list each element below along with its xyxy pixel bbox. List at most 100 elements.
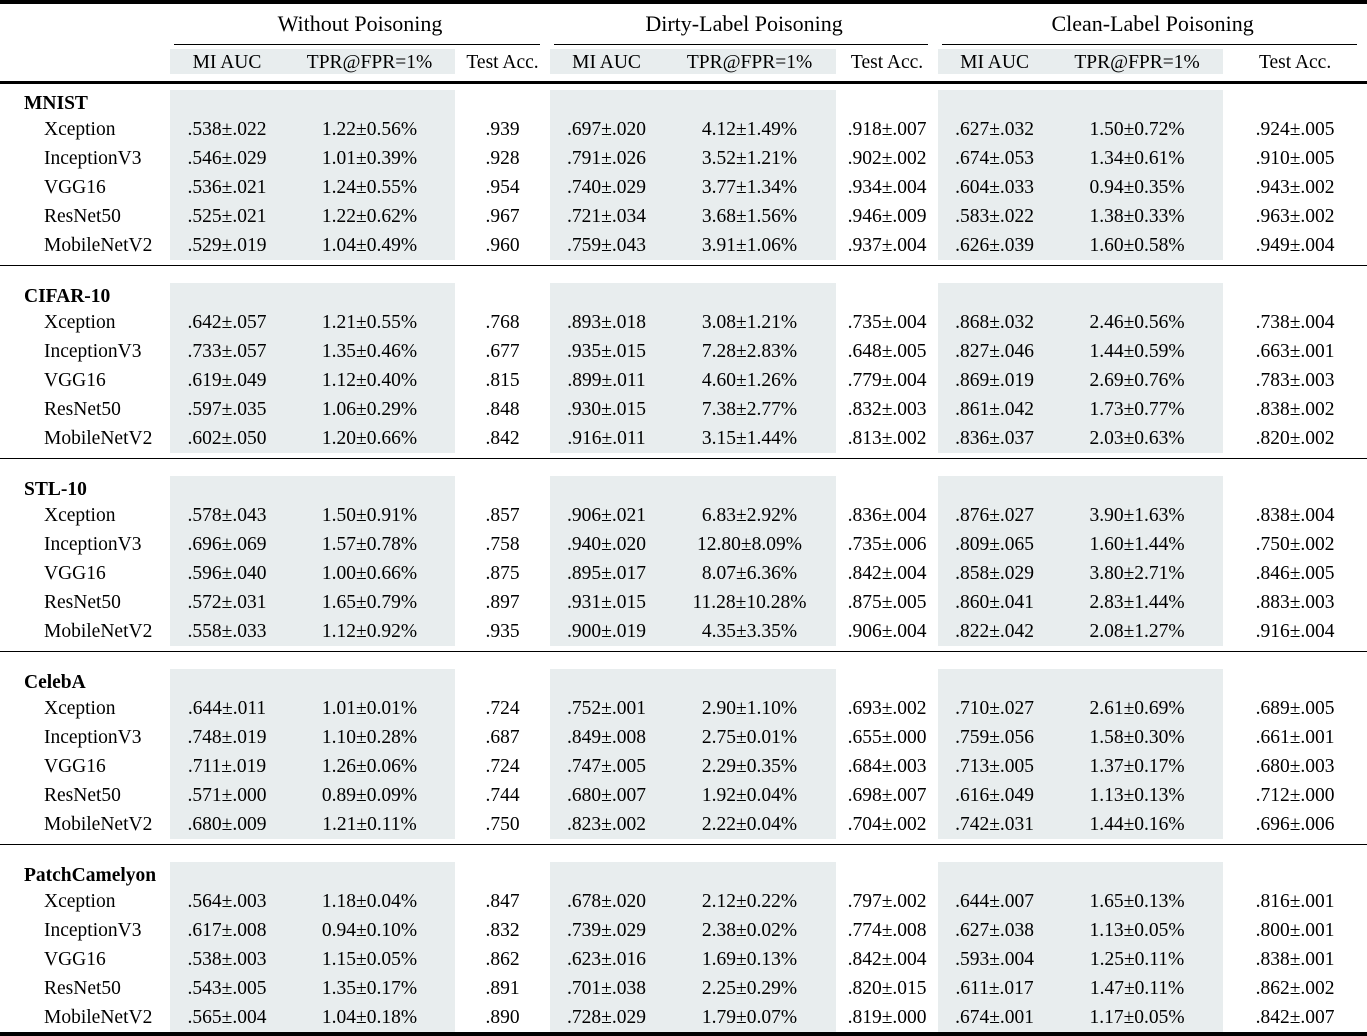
value-cell: 1.13±0.13% <box>1051 781 1224 810</box>
value-cell: 1.79±0.07% <box>663 1003 837 1032</box>
value-cell: .728±.029 <box>550 1003 664 1032</box>
table-row: VGG16 .536±.021 1.24±0.55% .954 .740±.029 3.7… <box>0 173 1367 202</box>
value-cell: 3.91±1.06% <box>663 231 837 260</box>
table-row: ResNet50 .525±.021 1.22±0.62% .967 .721±.034… <box>0 202 1367 231</box>
value-cell: .744 <box>485 784 520 806</box>
table-row: InceptionV3 .696±.069 1.57±0.78% .758 .940±.… <box>0 530 1367 559</box>
table-header: Without Poisoning Dirty-Label Poisoning … <box>0 4 1367 84</box>
empty-cell <box>663 277 837 308</box>
table-row: Xception .642±.057 1.21±0.55% .768 .893±.018… <box>0 308 1367 337</box>
value-cell: 3.90±1.63% <box>1051 501 1224 530</box>
value-cell: .954 <box>485 176 520 198</box>
col-header-test-acc: Test Acc. <box>1223 46 1367 84</box>
value-cell: .739±.029 <box>550 916 664 945</box>
value-cell: 12.80±8.09% <box>663 530 837 559</box>
value-cell: .862 <box>485 948 520 970</box>
value-cell: .910±.005 <box>1255 147 1335 169</box>
value-cell: .949±.004 <box>1255 234 1335 256</box>
value-cell: .538±.022 <box>170 115 284 144</box>
value-cell: 0.94±0.10% <box>284 916 455 945</box>
value-cell: 1.92±0.04% <box>663 781 837 810</box>
table-row: InceptionV3 .617±.008 0.94±0.10% .832 .739±.… <box>0 916 1367 945</box>
empty-cell <box>1051 856 1224 887</box>
value-cell: .627±.038 <box>938 916 1052 945</box>
value-cell: .838±.001 <box>1255 948 1335 970</box>
value-cell: 1.73±0.77% <box>1051 395 1224 424</box>
value-cell: .940±.020 <box>550 530 664 559</box>
value-cell: 1.25±0.11% <box>1051 945 1224 974</box>
value-cell: .869±.019 <box>938 366 1052 395</box>
model-name: VGG16 <box>44 948 106 970</box>
value-cell: .546±.029 <box>170 144 284 173</box>
dataset-section-celeba: CelebA Xception .644±.011 1.01±0.01% .724 .75… <box>0 663 1367 856</box>
value-cell: .623±.016 <box>550 945 664 974</box>
value-cell: 2.38±0.02% <box>663 916 837 945</box>
value-cell: .701±.038 <box>550 974 664 1003</box>
value-cell: 1.47±0.11% <box>1051 974 1224 1003</box>
empty-cell <box>284 277 455 308</box>
value-cell: 1.00±0.66% <box>284 559 455 588</box>
model-name: InceptionV3 <box>44 726 142 748</box>
value-cell: 4.60±1.26% <box>663 366 837 395</box>
value-cell: .593±.004 <box>938 945 1052 974</box>
value-cell: .823±.002 <box>550 810 664 839</box>
model-name: Xception <box>44 118 116 140</box>
value-cell: 1.65±0.13% <box>1051 887 1224 916</box>
value-cell: .626±.039 <box>938 231 1052 260</box>
value-cell: .897 <box>485 591 520 613</box>
value-cell: 2.08±1.27% <box>1051 617 1224 646</box>
value-cell: 2.90±1.10% <box>663 694 837 723</box>
col-header-tpr-fpr: TPR@FPR=1% <box>1051 46 1224 84</box>
empty-cell <box>284 663 455 694</box>
value-cell: .838±.004 <box>1255 504 1335 526</box>
model-name: ResNet50 <box>44 398 121 420</box>
value-cell: .836±.037 <box>938 424 1052 453</box>
value-cell: .836±.004 <box>847 504 927 526</box>
value-cell: .648±.005 <box>847 340 927 362</box>
table-row: InceptionV3 .733±.057 1.35±0.46% .677 .935±.… <box>0 337 1367 366</box>
column-header-row: MI AUC TPR@FPR=1% Test Acc. MI AUC TPR@F… <box>0 46 1367 84</box>
value-cell: .529±.019 <box>170 231 284 260</box>
value-cell: 8.07±6.36% <box>663 559 837 588</box>
value-cell: 1.57±0.78% <box>284 530 455 559</box>
value-cell: .846±.005 <box>1255 562 1335 584</box>
value-cell: .689±.005 <box>1255 697 1335 719</box>
model-name: InceptionV3 <box>44 533 142 555</box>
value-cell: .750 <box>485 813 520 835</box>
col-header-mi-auc: MI AUC <box>170 46 284 84</box>
value-cell: .860±.041 <box>938 588 1052 617</box>
value-cell: .747±.005 <box>550 752 664 781</box>
value-cell: .816±.001 <box>1255 890 1335 912</box>
value-cell: 0.89±0.09% <box>284 781 455 810</box>
table-row: VGG16 .711±.019 1.26±0.06% .724 .747±.005 2.2… <box>0 752 1367 781</box>
model-name: ResNet50 <box>44 784 121 806</box>
empty-cell <box>836 470 938 501</box>
value-cell: .735±.004 <box>847 311 927 333</box>
value-cell: 1.22±0.62% <box>284 202 455 231</box>
table-row: InceptionV3 .748±.019 1.10±0.28% .687 .849±.… <box>0 723 1367 752</box>
dataset-title: CIFAR-10 <box>24 286 111 307</box>
value-cell: 1.13±0.05% <box>1051 916 1224 945</box>
dataset-title: CelebA <box>24 672 86 693</box>
value-cell: .735±.006 <box>847 533 927 555</box>
value-cell: 1.04±0.49% <box>284 231 455 260</box>
value-cell: 1.35±0.46% <box>284 337 455 366</box>
dataset-title: MNIST <box>24 93 88 114</box>
table-row: MobileNetV2 .565±.004 1.04±0.18% .890 .728±.… <box>0 1003 1367 1032</box>
table-row: Xception .644±.011 1.01±0.01% .724 .752±.001… <box>0 694 1367 723</box>
empty-cell <box>455 84 550 115</box>
value-cell: .967 <box>485 205 520 227</box>
value-cell: .937±.004 <box>847 234 927 256</box>
value-cell: 1.60±1.44% <box>1051 530 1224 559</box>
value-cell: .697±.020 <box>550 115 664 144</box>
value-cell: .899±.011 <box>550 366 664 395</box>
value-cell: .724 <box>485 697 520 719</box>
model-name: MobileNetV2 <box>44 427 153 449</box>
value-cell: .783±.003 <box>1255 369 1335 391</box>
empty-cell <box>1051 470 1224 501</box>
value-cell: .642±.057 <box>170 308 284 337</box>
value-cell: .900±.019 <box>550 617 664 646</box>
value-cell: 3.15±1.44% <box>663 424 837 453</box>
col-header-mi-auc: MI AUC <box>550 46 664 84</box>
